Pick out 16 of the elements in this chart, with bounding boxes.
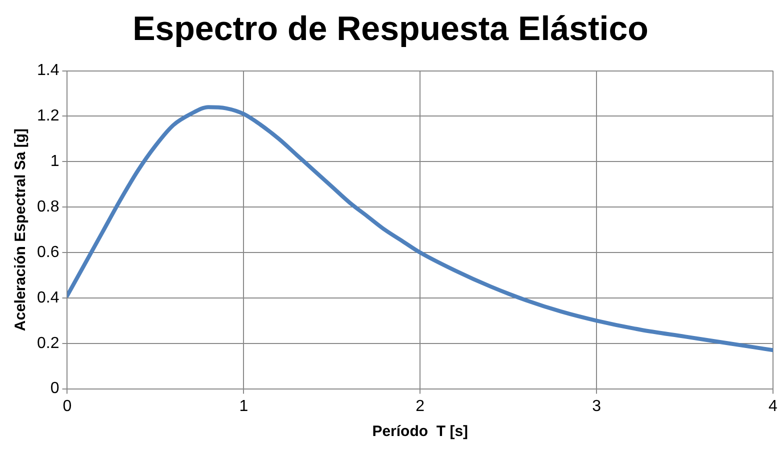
- y-tick-label: 0.8: [36, 198, 60, 216]
- y-tick-label: 0.2: [36, 334, 60, 352]
- x-tick-label: 2: [416, 398, 425, 415]
- y-axis-title: Aceleración Espectral Sa [g]: [12, 128, 30, 332]
- y-tick-label: 1.4: [36, 62, 60, 80]
- y-tick-label: 0.4: [36, 289, 60, 306]
- x-tick-label: 4: [768, 398, 778, 415]
- y-tick-label: 1.2: [36, 108, 60, 125]
- x-axis-title: Período T [s]: [372, 423, 468, 440]
- x-tick-label: 1: [239, 398, 248, 415]
- x-tick-label: 0: [62, 398, 72, 415]
- chart-title: Espectro de Respuesta Elástico: [132, 10, 648, 48]
- y-tick-label: 1: [50, 153, 60, 170]
- x-tick-label: 3: [592, 398, 602, 415]
- y-tick-label: 0: [50, 380, 60, 398]
- y-tick-label: 0.6: [36, 244, 60, 261]
